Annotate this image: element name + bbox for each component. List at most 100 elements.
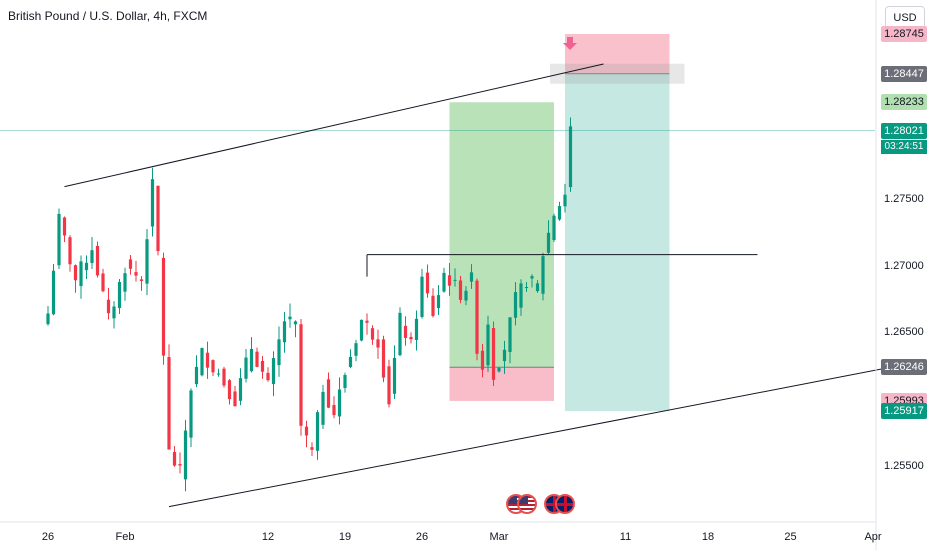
candle-body [326,379,331,408]
candle [458,275,463,304]
candle [469,264,474,289]
candle [337,377,342,425]
candle-body [453,279,457,281]
candle [326,372,331,409]
candle [255,347,259,368]
candle-body [541,256,545,294]
x-tick-label: Feb [115,531,135,543]
candle [530,274,534,288]
candle-body [447,275,452,286]
candle-body [376,339,380,348]
candle [431,288,435,318]
candle-body [321,391,325,425]
candle [200,347,204,377]
candle-body [519,283,523,308]
candle-body [84,262,89,271]
candle [508,317,512,364]
candle-body [502,349,507,362]
candle-body [557,206,562,220]
candle [68,235,72,272]
candle [244,349,248,383]
candle-body [260,360,265,372]
candle-body [524,286,529,288]
candle-body [106,299,111,314]
candle [425,264,430,298]
candle-body [299,324,303,426]
gb-flag-icon[interactable] [555,494,575,514]
candle [420,268,424,319]
candle-body [552,215,556,241]
candle-body [282,321,287,343]
candle [392,345,397,399]
candle-body [464,290,468,301]
candle-body [403,325,408,338]
candle [112,301,116,329]
candle-body [90,250,94,264]
candle-body [469,272,474,282]
candle-body [343,375,347,389]
price-tag-stop-short: 1.28745 [881,26,927,42]
short-profit-zone [565,73,670,412]
candle [519,279,523,316]
candle [304,420,309,448]
candle [216,368,221,377]
candle-body [530,276,534,279]
candle [84,255,89,280]
candle-body [480,350,485,370]
candle [387,359,391,408]
candle [189,388,193,448]
x-tick-label: Mar [489,531,509,543]
y-tick-label: 1.25500 [884,459,924,472]
x-tick-label: 18 [701,531,715,543]
candle-body [101,273,105,292]
candle-body [491,327,496,380]
candle [233,385,237,407]
candle-body [425,272,430,294]
candle-body [508,317,512,352]
candle [524,282,529,292]
candle [62,216,67,243]
candle [293,320,298,338]
candle [150,167,155,237]
candle [282,311,287,353]
candle [79,255,83,299]
candle-body [568,126,573,188]
candle-body [370,328,375,340]
short-stop-zone [565,34,670,74]
x-tick-label: 26 [41,531,55,543]
y-tick-label: 1.27500 [884,193,924,205]
candle-body [150,179,155,227]
candle-body [420,276,424,317]
candle-body [227,380,232,400]
candle [183,419,188,492]
candle [95,241,100,278]
candle-body [431,295,435,316]
candle [238,368,243,406]
x-tick-label: 12 [261,531,275,543]
candle-body [398,312,402,356]
candle-body [183,430,188,480]
candle-body [68,237,72,265]
candle-body [304,426,309,436]
candle [365,313,369,335]
candle [249,337,254,373]
candle-body [178,464,182,466]
candle [101,268,105,293]
us-flag-icon[interactable] [516,494,537,514]
candle-body [200,348,204,376]
lower-channel-trendline [168,364,901,508]
candle [106,287,111,320]
candle-body [79,261,83,287]
candle [563,183,567,213]
candle [403,316,408,346]
price-tag-target-long: 1.28233 [881,94,927,111]
candle [161,252,166,365]
candle-body [62,217,67,236]
chart-title: British Pound / U.S. Dollar, 4h, FXCM [8,9,208,23]
candle [134,260,138,282]
candle-body [497,367,501,372]
candle-body [310,447,314,450]
price-tag-target-short: 1.25917 [881,403,927,420]
